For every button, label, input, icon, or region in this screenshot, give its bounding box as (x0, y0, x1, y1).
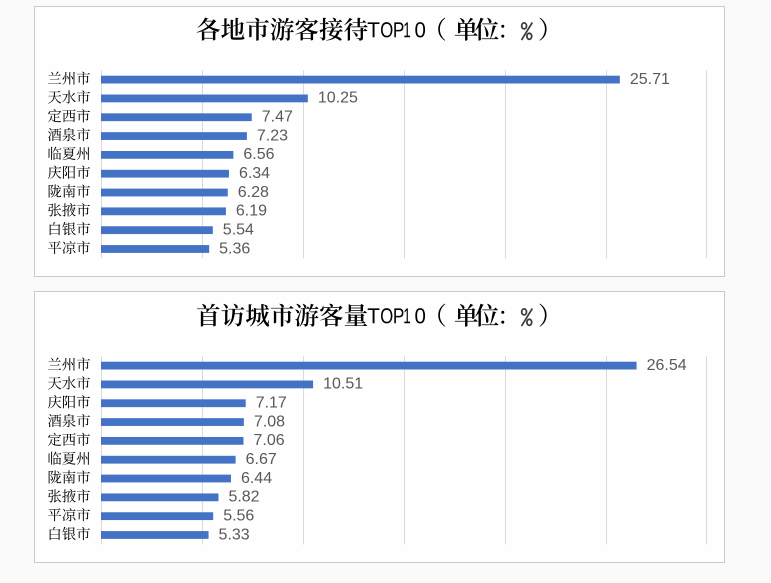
svg-text:5.56: 5.56 (223, 507, 254, 524)
svg-text:5.36: 5.36 (219, 240, 250, 257)
svg-text:6.34: 6.34 (239, 165, 270, 182)
svg-text:6.19: 6.19 (236, 203, 267, 220)
svg-text:6.67: 6.67 (246, 451, 277, 468)
svg-text:10.25: 10.25 (318, 90, 358, 107)
svg-text:6.28: 6.28 (238, 184, 269, 201)
svg-text:6.56: 6.56 (243, 146, 274, 163)
svg-text:10.51: 10.51 (323, 376, 363, 393)
svg-text:26.54: 26.54 (647, 357, 687, 374)
svg-text:7.17: 7.17 (256, 395, 287, 412)
svg-text:7.47: 7.47 (262, 109, 293, 126)
svg-text:7.23: 7.23 (257, 127, 288, 144)
svg-text:25.71: 25.71 (630, 71, 670, 88)
svg-text:7.06: 7.06 (253, 432, 284, 449)
svg-text:6.44: 6.44 (241, 470, 272, 487)
svg-text:5.54: 5.54 (223, 221, 254, 238)
svg-text:7.08: 7.08 (254, 413, 285, 430)
svg-text:5.82: 5.82 (228, 489, 259, 506)
svg-text:5.33: 5.33 (219, 526, 250, 543)
